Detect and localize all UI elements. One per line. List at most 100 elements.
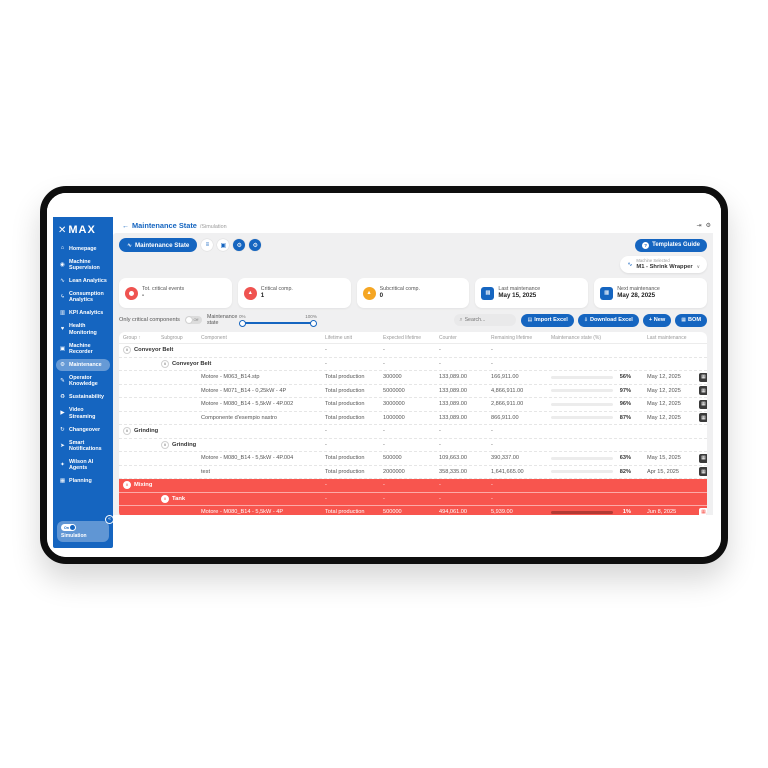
bom-button[interactable]: ▦ BOM (675, 313, 707, 327)
next-maintenance-icon: ▦ (600, 286, 614, 300)
collapse-icon[interactable]: ∧ (123, 427, 131, 436)
sidebar-item-machine-recorder[interactable]: ▣ Machine Recorder (56, 340, 110, 357)
lifetime-unit: Total production (325, 401, 365, 408)
collapse-icon[interactable]: ∧ (161, 359, 169, 368)
sidebar-item-operator-knowledge[interactable]: ✎ Operator Knowledge (56, 373, 110, 390)
last-maintenance-date: May 12, 2025 (647, 401, 681, 408)
sidebar-item-wilson-ai-agents[interactable]: ✦ Wilson AI Agents (56, 457, 110, 474)
collapse-icon[interactable]: ∧ (123, 481, 131, 490)
collapse-icon[interactable]: ∧ (161, 494, 169, 503)
grid-icon-button[interactable]: ▣ (217, 239, 230, 251)
expand-icon[interactable]: ⇥ (696, 222, 702, 229)
group-row: ∧ Conveyor Belt - - - - (119, 344, 707, 358)
settings-icon[interactable]: ⚙ (705, 222, 711, 229)
calendar-action-icon[interactable]: ▦ (699, 372, 707, 382)
dash-cell: - (439, 428, 441, 435)
component-name: Motore - M080_B14 - 5,5kW - 4P.004 (201, 455, 294, 462)
dash-cell: - (383, 347, 385, 354)
maintenance-state-cell: 97% (551, 388, 647, 394)
download-excel-button[interactable]: ⇩ Download Excel (577, 313, 639, 327)
kpi-label: Next maintenance (617, 285, 660, 292)
sidebar-item-kpi-analytics[interactable]: ▥ KPI Analytics (56, 308, 110, 319)
kpi-value: 1 (260, 292, 265, 300)
slider-min-label: 0% (238, 314, 246, 319)
sidebar-item-machine-supervision[interactable]: ◉ Machine Supervision (56, 256, 110, 273)
sidebar-item-changeover[interactable]: ↻ Changeover (56, 424, 110, 435)
expected-lifetime: 300000 (383, 374, 402, 381)
calendar-action-icon[interactable]: ▦ (699, 399, 707, 409)
remaining-lifetime: 4,866,911.00 (491, 387, 524, 394)
guide-icon: ? (642, 241, 650, 249)
sidebar-item-sustainability[interactable]: ♻ Sustainability (56, 392, 110, 403)
search-input[interactable] (464, 317, 512, 323)
chart-line-icon: ∿ (127, 242, 133, 249)
group-name: Grinding (134, 428, 159, 435)
expected-lifetime: 1000000 (383, 414, 405, 421)
back-arrow-icon[interactable]: ← (122, 222, 129, 230)
sidebar-item-label: Operator Knowledge (69, 374, 98, 388)
sidebar-item-planning[interactable]: ▦ Planning (56, 476, 110, 487)
kpi-value: May 28, 2025 (617, 292, 656, 300)
collapse-icon[interactable]: ∧ (161, 440, 169, 449)
calendar-action-icon[interactable]: ▦ (699, 507, 707, 515)
subgroup-label-cell: ∧ Grinding (161, 440, 325, 449)
toggle-knob (70, 525, 75, 530)
component-row: test Total production 2000000 358,335.00 1,6… (119, 466, 707, 479)
import-excel-icon: ▤ (527, 317, 533, 323)
collapse-icon[interactable]: ∧ (123, 346, 131, 355)
sidebar-item-homepage[interactable]: ⌂ Homepage (56, 243, 110, 254)
simulation-toggle[interactable]: On (61, 524, 76, 531)
column-header: Group ↑ (123, 334, 141, 341)
dash-cell: - (439, 441, 441, 448)
slider-handle-max[interactable] (309, 319, 317, 327)
dash-cell: - (383, 495, 385, 502)
sidebar-item-health-monitoring[interactable]: ♥ Health Monitoring (56, 321, 110, 338)
group-row: ∧ Grinding - - - - (119, 425, 707, 439)
sidebar-collapse-button[interactable]: « (105, 515, 114, 524)
maintenance-state-slider[interactable]: 0% 100% (238, 313, 317, 327)
action-buttons: ▤ Import Excel ⇩ Download Excel + New ▦ BOM (521, 313, 707, 327)
column-header: Component (201, 334, 227, 341)
sidebar-item-label: Lean Analytics (69, 277, 107, 284)
settings-icon-button[interactable]: ⚙ (249, 239, 262, 251)
last-maintenance-date: May 12, 2025 (647, 414, 681, 421)
calendar-action-icon[interactable]: ▦ (699, 453, 707, 463)
import-excel-button[interactable]: ▤ Import Excel (521, 313, 574, 327)
gear-icon-button[interactable]: ⚙ (233, 239, 246, 251)
maintenance-state-cell: 82% (551, 469, 647, 475)
sidebar-item-smart-notifications[interactable]: ➤ Smart Notifications (56, 437, 110, 454)
component-name: test (201, 468, 211, 475)
sidebar-item-lean-analytics[interactable]: ∿ Lean Analytics (56, 275, 110, 286)
critical-filter-toggle[interactable]: Off (184, 316, 202, 324)
last-maintenance-icon: ▦ (481, 286, 495, 300)
chevron-down-icon: ∨ (696, 264, 700, 270)
sidebar-item-maintenance[interactable]: ⚙ Maintenance (56, 359, 110, 371)
component-name: Motore - M063_B14.stp (201, 374, 260, 381)
calendar-action-icon[interactable]: ▦ (699, 413, 707, 423)
sidebar-item-video-streaming[interactable]: ▶ Video Streaming (56, 405, 110, 422)
sidebar-item-label: Consumption Analytics (69, 290, 104, 304)
sidebar-item-consumption-analytics[interactable]: ϟ Consumption Analytics (56, 289, 110, 306)
simulation-label: Simulation (61, 533, 87, 539)
button-label: Import Excel (534, 317, 568, 323)
download-excel-icon: ⇩ (583, 317, 588, 323)
component-row: Motore - M080_B14 - 5,5kW - 4P.002 Total … (119, 398, 707, 412)
new-button[interactable]: + New (642, 313, 672, 327)
lifetime-unit: Total production (325, 387, 365, 394)
machine-selector[interactable]: ∿ Machine Selected M1 - Shrink Wrapper ∨ (620, 256, 707, 273)
subgroup-label-cell: ∧ Conveyor Belt (161, 359, 325, 368)
changeover-icon: ↻ (60, 426, 65, 433)
list-icon-button[interactable]: ≡ (201, 239, 214, 251)
counter-value: 358,335.00 (439, 468, 467, 475)
kpi-label: Last maintenance (498, 285, 541, 292)
sidebar-item-label: Homepage (69, 245, 97, 252)
tab-maintenance-state[interactable]: ∿ Maintenance State (119, 238, 198, 252)
kpi-value: 0 (379, 292, 384, 300)
calendar-action-icon[interactable]: ▦ (699, 386, 707, 396)
table-header-row: Group ↑ Subgroup Component Lifetime unit Exp… (119, 332, 707, 344)
calendar-action-icon[interactable]: ▦ (699, 467, 707, 477)
templates-guide-button[interactable]: ? Templates Guide (635, 238, 707, 252)
column-header: Counter (439, 334, 457, 341)
slider-handle-min[interactable] (238, 319, 246, 327)
kpi-card-next-maintenance: ▦ Next maintenance May 28, 2025 (594, 278, 707, 308)
